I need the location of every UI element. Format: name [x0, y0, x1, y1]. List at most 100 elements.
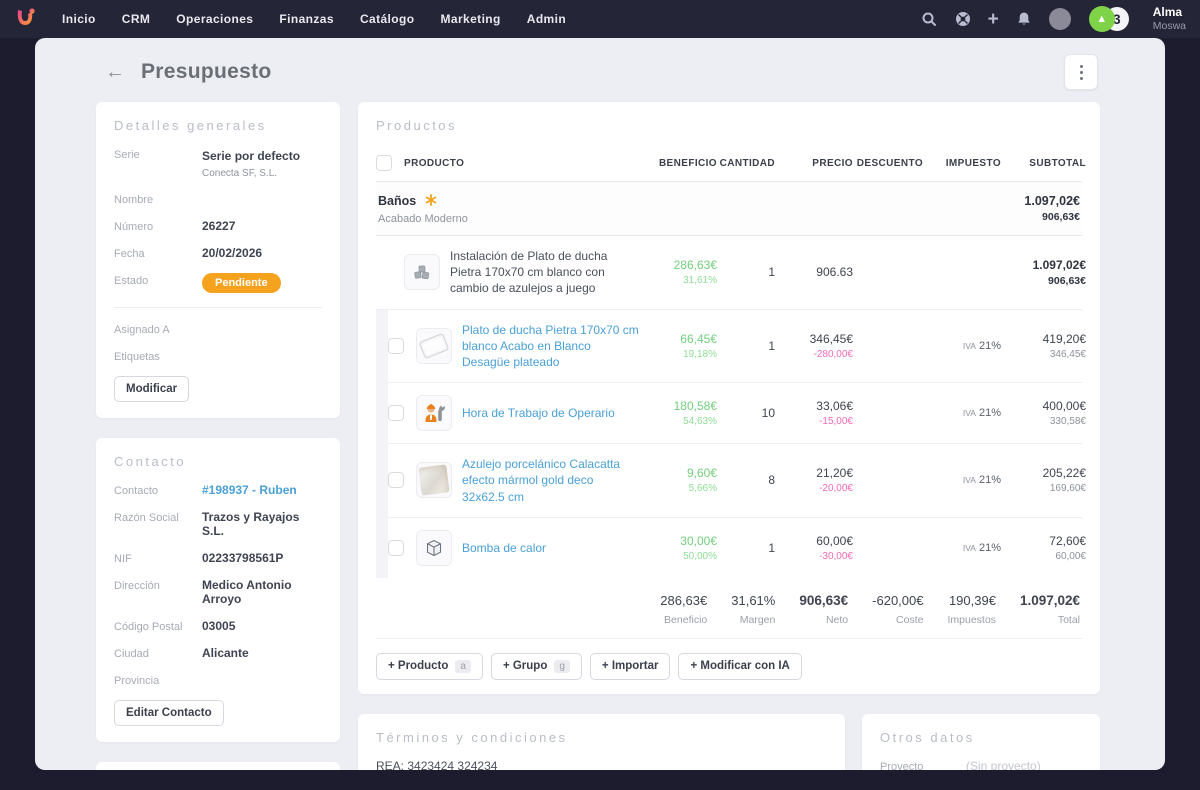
product-name: Instalación de Plato de ducha Pietra 170… — [450, 249, 608, 296]
estado-label: Estado — [114, 275, 149, 287]
table-row[interactable]: Instalación de Plato de ducha Pietra 170… — [376, 236, 1086, 310]
nav-item-crm[interactable]: CRM — [121, 12, 151, 26]
table-row[interactable]: Hora de Trabajo de Operario 180,58€ 54,63… — [388, 383, 1086, 445]
razon-value: Trazos y Rayajos S.L. — [202, 510, 300, 538]
add-new-icon[interactable]: + — [987, 8, 999, 30]
col-subtotal: SUBTOTAL — [1029, 157, 1086, 169]
subtotal-value: 419,20€ — [1042, 331, 1086, 346]
contact-link[interactable]: #198937 - Ruben — [202, 483, 297, 497]
etiquetas-label: Etiquetas — [114, 351, 160, 363]
table-row[interactable]: Bomba de calor 30,00€ 50,00% 1 60,00€ -30,… — [388, 518, 1086, 578]
star-icon — [425, 194, 436, 206]
tax-prefix: IVA — [962, 542, 976, 553]
button-label: + Importar — [601, 660, 659, 673]
tax-prefix: IVA — [962, 340, 976, 351]
cost-value: -30,00€ — [819, 550, 853, 562]
panel-title: Contacto — [114, 454, 187, 469]
nif-value: 02233798561P — [202, 551, 284, 565]
subtotal-net: 346,45€ — [1049, 348, 1086, 360]
product-link[interactable]: Hora de Trabajo de Operario — [462, 406, 615, 421]
product-link[interactable]: Bomba de calor — [462, 540, 547, 555]
direccion-value: Medico Antonio Arroyo — [202, 578, 292, 606]
col-descuento: DESCUENTO — [856, 157, 923, 169]
total-label: Impuestos — [947, 613, 996, 626]
panel-title: Detalles generales — [114, 118, 267, 133]
quantity-value: 10 — [761, 406, 775, 421]
nav-item-marketing[interactable]: Marketing — [440, 12, 501, 26]
cp-label: Código Postal — [114, 621, 183, 633]
benefit-pct: 5,66% — [688, 483, 717, 495]
table-row[interactable]: Azulejo porcelánico Calacatta efecto már… — [388, 444, 1086, 518]
modify-with-ai-button[interactable]: + Modificar con IA — [678, 652, 802, 680]
nav-item-operaciones[interactable]: Operaciones — [176, 12, 254, 26]
price-value: 33,06€ — [816, 399, 853, 414]
group-name: Baños — [378, 194, 417, 208]
select-all-checkbox[interactable] — [376, 155, 392, 171]
proyecto-value: (Sin proyecto) — [966, 758, 1041, 770]
subtotal-net: 906,63€ — [1048, 274, 1086, 287]
nombre-label: Nombre — [114, 194, 154, 206]
products-table-header: PRODUCTO BENEFICIO CANTIDAD PRECIO DESCU… — [376, 147, 1086, 182]
row-checkbox[interactable] — [388, 405, 404, 422]
add-group-button[interactable]: + Grupo g — [490, 652, 582, 680]
row-checkbox[interactable] — [388, 337, 404, 354]
cost-value: -280,00€ — [813, 348, 853, 360]
panel-title: Términos y condiciones — [376, 729, 568, 745]
product-group-row[interactable]: Baños Acabado Moderno 1.097,02€ 906,63€ — [376, 182, 1082, 236]
content-area: ← Presupuesto Detalles generales Serie S… — [35, 38, 1165, 770]
modify-details-button[interactable]: Modificar — [114, 376, 190, 402]
contacto-label: Contacto — [114, 485, 159, 497]
search-icon[interactable] — [920, 10, 938, 28]
cost-value: -20,00€ — [819, 483, 853, 495]
nav-item-catalogo[interactable]: Catálogo — [359, 12, 415, 26]
worker-icon — [416, 395, 452, 432]
price-value: 346,45€ — [809, 331, 853, 346]
cost-value: -15,00€ — [819, 416, 853, 428]
user-name[interactable]: Alma Moswa — [1152, 5, 1186, 32]
product-link[interactable]: Plato de ducha Pietra 170x70 cm blanco A… — [462, 322, 639, 369]
benefit-pct: 19,18% — [683, 348, 717, 360]
app-logo-icon[interactable] — [10, 4, 40, 34]
terms-panel: Términos y condiciones REA: 3423424 3242… — [358, 713, 845, 770]
numero-label: Número — [114, 221, 154, 233]
total-margen: 31,61% — [731, 592, 776, 608]
edit-contact-button[interactable]: Editar Contacto — [114, 700, 224, 726]
status-badge: Pendiente — [202, 273, 281, 293]
tax-prefix: IVA — [962, 408, 976, 419]
ciudad-value: Alicante — [202, 646, 249, 660]
subtotal-value: 205,22€ — [1042, 466, 1086, 481]
product-link[interactable]: Azulejo porcelánico Calacatta efecto már… — [462, 457, 621, 504]
notifications-bell-icon[interactable] — [1015, 10, 1033, 28]
benefit-value: 30,00€ — [680, 533, 717, 548]
col-producto: PRODUCTO — [404, 157, 465, 169]
tax-value: 21% — [978, 407, 1001, 420]
nav-item-admin[interactable]: Admin — [526, 12, 567, 26]
serie-label: Serie — [114, 149, 140, 161]
nav-item-finanzas[interactable]: Finanzas — [279, 12, 334, 26]
cp-value: 03005 — [202, 619, 236, 633]
button-label: + Grupo — [502, 660, 548, 673]
tax-prefix: IVA — [962, 475, 976, 486]
total-impuestos: 190,39€ — [948, 592, 996, 608]
avatar[interactable]: ▲ 3 — [1088, 6, 1129, 32]
nav-item-inicio[interactable]: Inicio — [62, 12, 96, 26]
row-checkbox[interactable] — [388, 539, 404, 556]
support-target-icon[interactable] — [954, 10, 972, 28]
cube-icon — [416, 529, 452, 566]
add-product-button[interactable]: + Producto a — [376, 652, 483, 680]
quantity-value: 8 — [768, 473, 775, 488]
table-row[interactable]: Plato de ducha Pietra 170x70 cm blanco A… — [388, 310, 1086, 384]
button-label: + Modificar con IA — [690, 660, 790, 673]
panel-title: Productos — [376, 118, 458, 133]
back-arrow-icon[interactable]: ← — [105, 60, 125, 83]
button-label: + Producto — [388, 660, 449, 673]
shortcut-hint: g — [554, 659, 570, 673]
row-checkbox[interactable] — [388, 472, 404, 489]
ciudad-label: Ciudad — [114, 648, 149, 660]
shower-tray-image — [416, 327, 452, 364]
import-button[interactable]: + Importar — [589, 652, 671, 680]
status-dot-icon[interactable] — [1048, 8, 1071, 30]
fecha-value: 20/02/2026 — [202, 246, 263, 260]
user-avatar[interactable]: ▲ — [1088, 6, 1115, 32]
more-options-button[interactable] — [1064, 54, 1098, 90]
